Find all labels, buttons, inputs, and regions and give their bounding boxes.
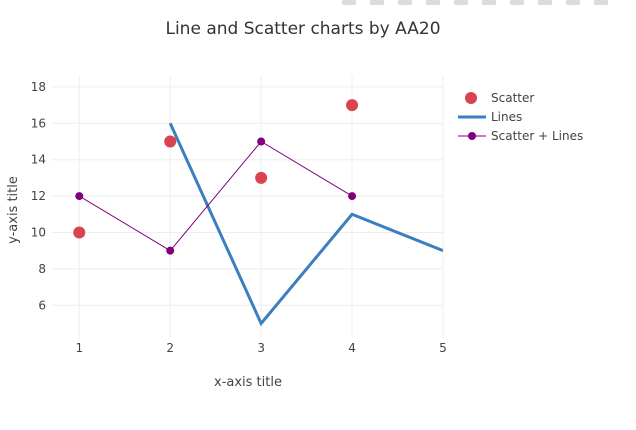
y-axis-label: y-axis title: [6, 176, 21, 244]
data-point[interactable]: [346, 99, 359, 112]
zoom-out-icon[interactable]: [510, 0, 524, 5]
legend-label: Scatter: [491, 91, 534, 105]
lasso-icon[interactable]: [454, 0, 468, 5]
y-tick-label: 10: [31, 225, 46, 239]
legend-marker: [468, 132, 476, 140]
y-tick-label: 8: [38, 262, 46, 276]
data-point[interactable]: [257, 137, 266, 146]
data-point[interactable]: [348, 192, 357, 201]
series-scatter-lines: [75, 137, 357, 255]
data-point[interactable]: [73, 226, 86, 239]
zoom-in-icon[interactable]: [482, 0, 496, 5]
legend-item[interactable]: Scatter: [465, 91, 534, 105]
legend-marker: [465, 92, 477, 104]
autoscale-icon[interactable]: [538, 0, 552, 5]
series-scatter: [73, 99, 359, 239]
reset-axes-icon[interactable]: [566, 0, 580, 5]
series-line: [79, 140, 353, 252]
legend-item[interactable]: Scatter + Lines: [458, 129, 583, 143]
grid-layer: [52, 76, 444, 338]
y-tick-label: 16: [31, 116, 46, 130]
y-tick-label: 14: [31, 153, 46, 167]
data-point[interactable]: [166, 246, 175, 255]
plot-modebar[interactable]: [278, 0, 608, 6]
pan-icon[interactable]: [398, 0, 412, 5]
x-tick-label: 4: [348, 341, 356, 355]
series-lines: [168, 122, 443, 327]
plotly-logo-icon[interactable]: [594, 0, 608, 5]
legend-label: Lines: [491, 110, 522, 124]
data-point[interactable]: [255, 171, 268, 184]
box-select-icon[interactable]: [426, 0, 440, 5]
x-tick-label: 2: [166, 341, 174, 355]
legend-item[interactable]: Lines: [458, 110, 522, 124]
camera-icon[interactable]: [342, 0, 356, 5]
legend[interactable]: Scatter Lines Scatter + Lines: [458, 91, 583, 143]
y-tick-label: 18: [31, 80, 46, 94]
x-tick-label: 5: [439, 341, 447, 355]
data-point[interactable]: [75, 192, 84, 201]
y-tick-label: 12: [31, 189, 46, 203]
x-tick-label: 3: [257, 341, 265, 355]
y-tick-label: 6: [38, 298, 46, 312]
x-tick-label: 1: [75, 341, 83, 355]
legend-label: Scatter + Lines: [491, 129, 583, 143]
series-line: [168, 122, 443, 327]
zoom-icon[interactable]: [370, 0, 384, 5]
series-layer: [73, 99, 443, 327]
x-axis-label: x-axis title: [214, 375, 282, 390]
data-point[interactable]: [164, 135, 177, 148]
chart-title: Line and Scatter charts by AA20: [165, 19, 440, 39]
